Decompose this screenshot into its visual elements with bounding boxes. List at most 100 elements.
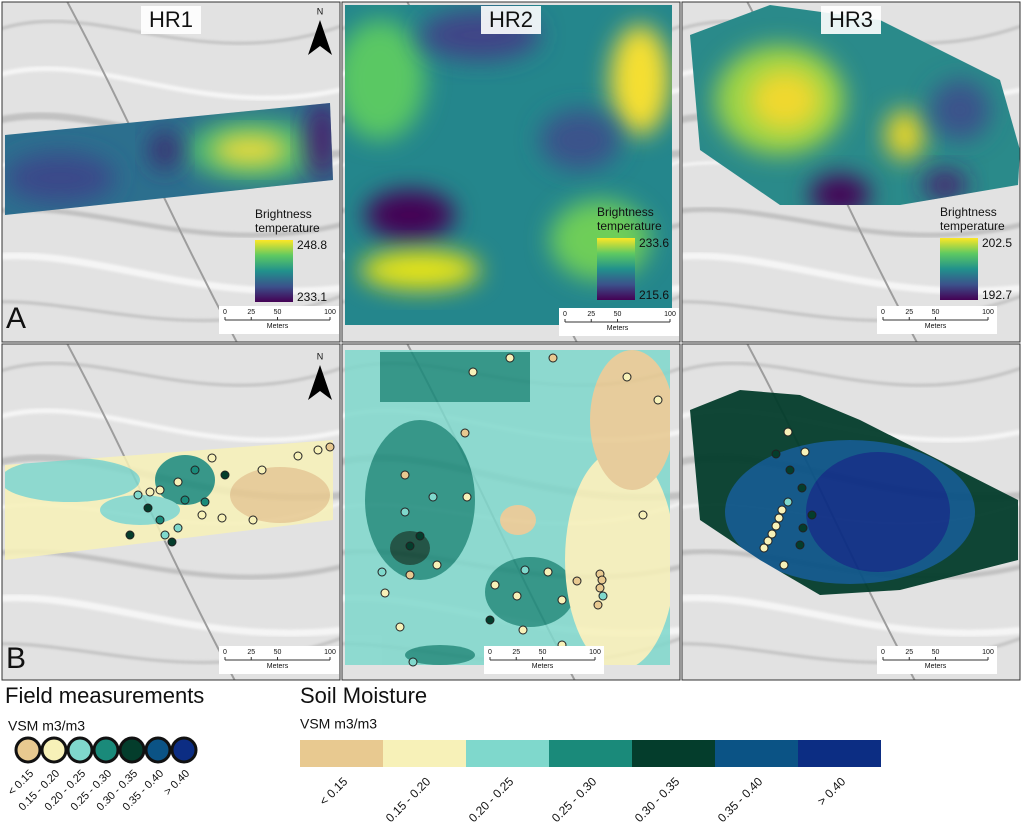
- field-point: [783, 427, 793, 437]
- raster-zone: [150, 130, 180, 170]
- raster-zone: [810, 175, 870, 205]
- scale-label: 0: [223, 309, 227, 316]
- field-point: [653, 395, 663, 405]
- field-point: [807, 510, 817, 520]
- terrain-ridge: [682, 361, 1020, 387]
- scale-label: 0: [488, 649, 492, 656]
- field-point: [248, 515, 258, 525]
- field-point: [800, 447, 810, 457]
- raster-zone: [610, 25, 670, 135]
- scale-label: 50: [614, 311, 622, 318]
- legend-heading: Field measurements: [5, 683, 204, 708]
- raster-zone: [923, 170, 967, 200]
- color-ramp: [255, 240, 293, 302]
- scale-label: 50: [932, 649, 940, 656]
- field-point: [468, 367, 478, 377]
- scale-label: 25: [247, 649, 255, 656]
- scale-label: 100: [664, 311, 676, 318]
- scale-label: 25: [905, 309, 913, 316]
- legend-title-line: Brightness: [255, 207, 312, 221]
- color-ramp: [940, 238, 978, 300]
- panel-frame: [341, 1, 681, 343]
- panel-title: HR3: [829, 7, 873, 32]
- legend-heading: Soil Moisture: [300, 683, 427, 708]
- field-legend-swatch: [92, 736, 120, 764]
- panel-title: HR2: [489, 7, 533, 32]
- scale-label: 100: [982, 649, 994, 656]
- raster-zone: [365, 190, 455, 240]
- field-point: [190, 465, 200, 475]
- field-point: [220, 470, 230, 480]
- scale-unit: Meters: [532, 663, 554, 670]
- legend-min: 215.6: [639, 288, 669, 302]
- title-box: [481, 6, 541, 34]
- panel-frame: [1, 1, 341, 343]
- field-point: [490, 580, 500, 590]
- field-point: [380, 588, 390, 598]
- soil-legend-label: > 0.40: [815, 774, 849, 808]
- field-point: [462, 492, 472, 502]
- legend-max: 202.5: [982, 236, 1012, 250]
- scale-label: 0: [223, 649, 227, 656]
- field-point: [543, 567, 553, 577]
- field-point: [395, 622, 405, 632]
- raster-zone: [930, 80, 990, 140]
- soil-legend-swatch: [715, 740, 798, 767]
- field-point: [400, 470, 410, 480]
- panel-frame: [1, 343, 341, 681]
- field-point: [795, 540, 805, 550]
- field-point: [415, 531, 425, 541]
- raster-zone: [405, 645, 475, 665]
- scale-label: 100: [589, 649, 601, 656]
- raster-zone: [306, 103, 333, 180]
- panel-frame: [681, 1, 1021, 343]
- field-point: [155, 515, 165, 525]
- field-point: [557, 595, 567, 605]
- soil-legend-label: 0.25 - 0.30: [549, 774, 600, 825]
- raster-zone: [5, 458, 140, 502]
- field-point: [155, 485, 165, 495]
- field-point: [593, 600, 603, 610]
- field-point: [313, 445, 323, 455]
- north-arrow: [308, 365, 332, 400]
- legend-title: Brightness temperature: [940, 205, 1005, 233]
- scale-unit: Meters: [925, 323, 947, 330]
- field-point: [173, 523, 183, 533]
- scale-label: 50: [932, 309, 940, 316]
- field-legend-swatch: [144, 736, 172, 764]
- scale-unit: Meters: [267, 323, 289, 330]
- terrain-ridge: [2, 252, 340, 295]
- field-legend-swatch: [170, 736, 198, 764]
- raster-zone: [590, 350, 670, 490]
- scale-label: 25: [247, 309, 255, 316]
- soil-legend-swatch: [300, 740, 383, 767]
- title-box: [141, 6, 201, 34]
- raster-zone: [806, 452, 950, 572]
- terrain-ridge: [682, 206, 1020, 238]
- scale-label: 25: [905, 649, 913, 656]
- field-point: [197, 510, 207, 520]
- raster-zone: [885, 110, 925, 160]
- raster-zone: [565, 450, 670, 665]
- scale-label: 100: [324, 649, 336, 656]
- field-point: [400, 507, 410, 517]
- field-point: [133, 490, 143, 500]
- field-point: [408, 657, 418, 667]
- field-point: [771, 449, 781, 459]
- soil-legend-swatch: [549, 740, 632, 767]
- soil-legend-swatch: [632, 740, 715, 767]
- terrain-ridge: [2, 66, 340, 101]
- field-point: [217, 513, 227, 523]
- field-point: [200, 497, 210, 507]
- field-point: [763, 536, 773, 546]
- field-point: [767, 529, 777, 539]
- field-point: [598, 591, 608, 601]
- field-point: [595, 583, 605, 593]
- scale-label: 50: [274, 309, 282, 316]
- legend-min: 233.1: [297, 290, 327, 304]
- scale-label: 0: [881, 309, 885, 316]
- field-legend-swatch: [14, 736, 42, 764]
